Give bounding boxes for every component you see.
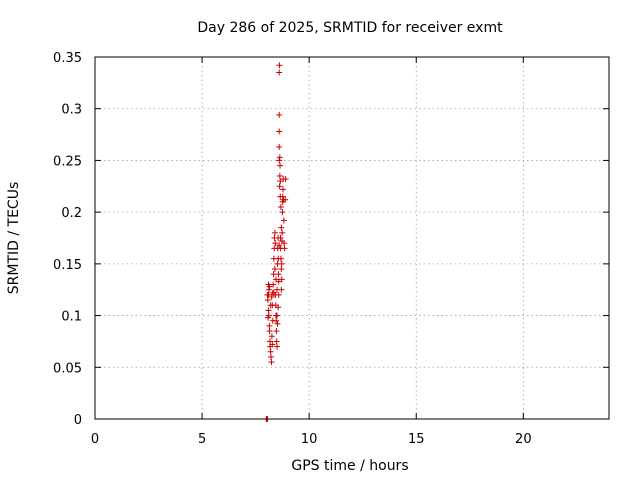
x-tick-label: 15	[408, 432, 425, 447]
data-point	[282, 176, 289, 183]
data-point	[265, 314, 272, 321]
data-point	[281, 245, 288, 252]
x-axis-label: GPS time / hours	[291, 458, 408, 474]
y-tick-label: 0.25	[53, 154, 82, 169]
data-point	[265, 307, 272, 314]
data-point	[275, 291, 282, 298]
y-tick-label: 0.1	[61, 310, 82, 325]
data-point	[276, 183, 283, 190]
data-point	[271, 266, 278, 273]
data-point	[278, 224, 285, 231]
y-tick-label: 0.35	[53, 51, 82, 66]
grid	[95, 57, 609, 419]
data-point	[270, 281, 277, 288]
data-point	[276, 154, 283, 161]
data-point	[278, 260, 285, 267]
data-point	[276, 111, 283, 118]
data-point	[268, 353, 275, 360]
data-point	[277, 162, 284, 169]
axis-ticks	[94, 56, 609, 420]
data-point	[274, 343, 281, 350]
plot-frame	[94, 56, 610, 420]
chart-title: Day 286 of 2025, SRMTID for receiver exm…	[197, 20, 503, 36]
data-point	[276, 128, 283, 135]
data-point	[273, 338, 280, 345]
data-point	[282, 196, 289, 203]
y-tick-label: 0.15	[53, 258, 82, 273]
data-point	[277, 235, 284, 241]
y-tick-labels: 0 0.05 0.1 0.15 0.2 0.25 0.3 0.35	[53, 51, 82, 428]
x-tick-label: 5	[198, 432, 206, 447]
data-point	[269, 341, 276, 348]
data-point	[277, 203, 284, 210]
data-point	[266, 338, 273, 345]
data-point	[275, 304, 282, 311]
y-tick-label: 0.2	[61, 206, 82, 221]
data-point	[272, 276, 279, 283]
data-point	[267, 348, 274, 355]
data-point	[268, 333, 275, 340]
data-point	[270, 289, 277, 296]
data-point	[266, 322, 273, 329]
data-point	[277, 193, 284, 200]
data-point	[271, 229, 278, 236]
y-tick-label: 0	[74, 413, 82, 428]
data-point	[265, 291, 272, 298]
data-point	[275, 271, 282, 278]
data-point	[276, 242, 283, 249]
data-point	[274, 320, 281, 327]
data-point	[281, 240, 288, 247]
data-point	[279, 229, 286, 236]
data-point	[268, 293, 275, 300]
data-point	[276, 69, 283, 76]
y-tick-label: 0.3	[61, 103, 82, 118]
x-tick-labels: 0 5 10 15 20	[91, 432, 532, 447]
y-tick-label: 0.05	[53, 361, 82, 376]
data-point	[278, 266, 285, 273]
data-point	[280, 217, 287, 224]
y-axis-label: SRMTID / TECUs	[6, 182, 22, 295]
data-point	[274, 312, 281, 319]
data-point	[276, 143, 283, 150]
data-point	[276, 157, 283, 164]
data-point	[277, 255, 284, 262]
x-tick-label: 0	[91, 432, 99, 447]
data-point	[266, 283, 273, 290]
data-point	[276, 172, 283, 179]
data-points	[263, 62, 289, 422]
data-point	[267, 302, 274, 309]
data-point	[280, 186, 287, 193]
data-point	[269, 317, 276, 324]
data-point	[279, 209, 286, 216]
data-point	[276, 62, 283, 69]
x-tick-label: 10	[301, 432, 318, 447]
data-point	[272, 240, 279, 247]
data-point	[264, 297, 271, 304]
x-tick-label: 20	[515, 432, 532, 447]
data-point	[278, 286, 285, 293]
data-point	[268, 359, 275, 366]
data-point	[266, 328, 273, 335]
data-point	[273, 328, 280, 335]
data-point	[265, 286, 272, 293]
